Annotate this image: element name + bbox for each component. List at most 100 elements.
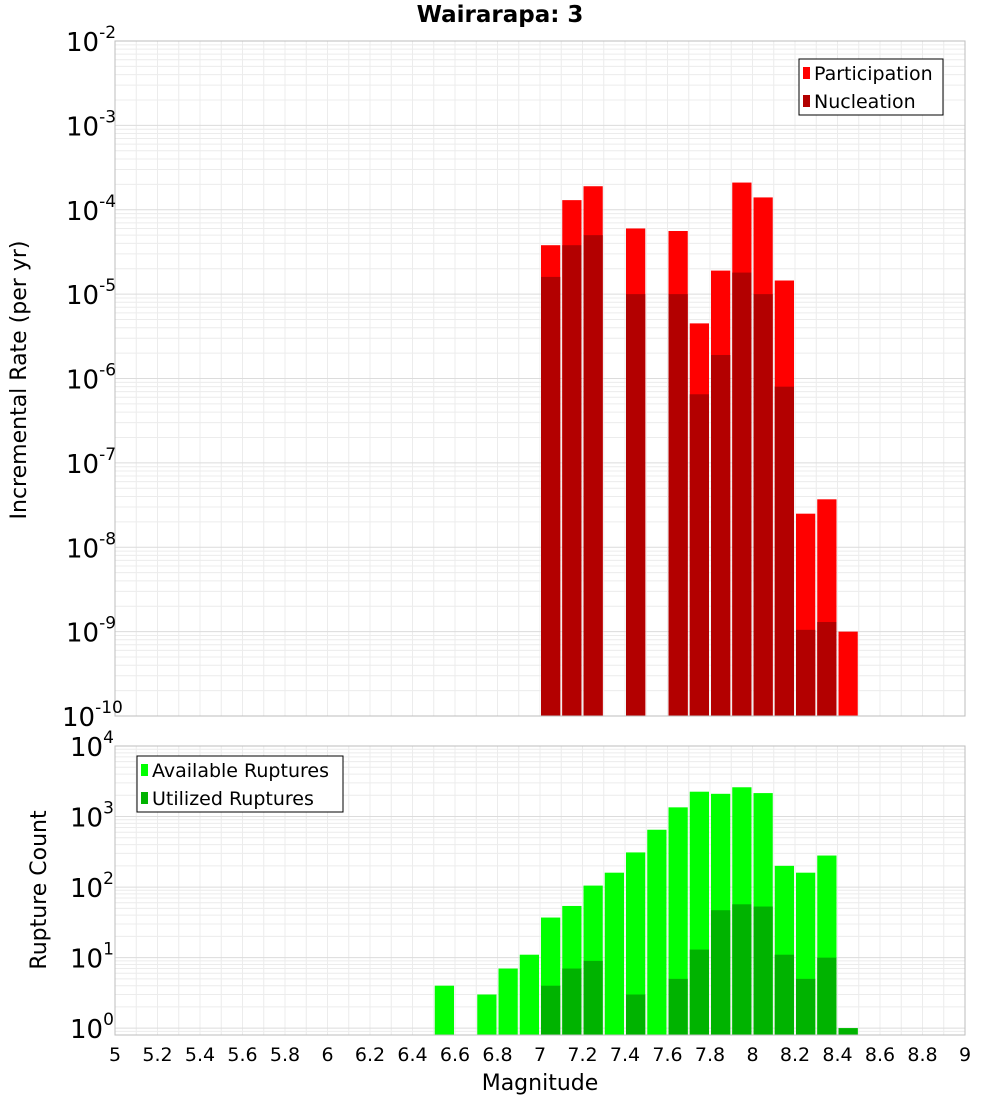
x-tick-label: 8 — [746, 1044, 758, 1066]
x-tick-label: 5 — [109, 1044, 121, 1066]
x-tick-label: 7.8 — [695, 1044, 725, 1066]
bar — [434, 985, 454, 1035]
x-tick-label: 6.2 — [355, 1044, 385, 1066]
bar — [668, 294, 688, 716]
x-tick-label: 6 — [321, 1044, 333, 1066]
bar — [604, 872, 624, 1035]
x-tick-label: 7 — [534, 1044, 546, 1066]
top-series-nucleation — [541, 235, 837, 717]
y-tick-exponent: -8 — [99, 529, 116, 549]
bar — [774, 954, 794, 1035]
x-tick-label: 8.2 — [780, 1044, 810, 1066]
bar — [732, 904, 752, 1035]
y-tick-label: 10-7 — [66, 445, 116, 480]
x-tick-label: 6.6 — [440, 1044, 470, 1066]
legend-label: Participation — [814, 63, 933, 85]
legend-swatch — [141, 792, 148, 804]
y-tick-base: 10 — [66, 197, 99, 227]
bar — [668, 978, 688, 1035]
y-tick-label: 103 — [70, 799, 114, 834]
legend-swatch — [141, 764, 148, 776]
legend-box — [798, 58, 944, 116]
bottom-legend: Available Ruptures Utilized Ruptures — [136, 755, 344, 813]
bar — [796, 629, 816, 716]
x-tick-label: 5.6 — [227, 1044, 257, 1066]
x-tick-label: 5.8 — [270, 1044, 300, 1066]
x-tick-label: 6.4 — [397, 1044, 427, 1066]
y-tick-exponent: 4 — [103, 728, 114, 748]
y-tick-label: 10-3 — [66, 107, 116, 142]
bar — [562, 245, 582, 717]
x-tick-label: 9 — [959, 1044, 971, 1066]
y-tick-exponent: -10 — [95, 698, 123, 718]
y-tick-base: 10 — [70, 804, 103, 834]
y-tick-exponent: 1 — [103, 940, 114, 960]
y-tick-exponent: 0 — [103, 1010, 114, 1030]
y-tick-label: 10-9 — [66, 614, 116, 649]
x-tick-label: 7.4 — [610, 1044, 640, 1066]
y-tick-exponent: 2 — [103, 869, 114, 889]
chart-title: Wairarapa: 3 — [417, 2, 584, 28]
bar — [817, 622, 837, 716]
y-tick-label: 10-10 — [62, 698, 123, 733]
y-tick-label: 10-5 — [66, 276, 116, 311]
y-tick-base: 10 — [70, 733, 103, 763]
legend-label: Available Ruptures — [152, 760, 329, 782]
top-grid — [114, 40, 966, 717]
x-tick-label: 7.6 — [652, 1044, 682, 1066]
legend-box — [136, 755, 344, 813]
bar — [498, 968, 518, 1035]
bar — [626, 852, 646, 1035]
y-tick-base: 10 — [66, 28, 99, 58]
y-tick-base: 10 — [70, 1015, 103, 1045]
bar — [796, 978, 816, 1035]
x-tick-label: 8.4 — [822, 1044, 852, 1066]
bar — [711, 910, 731, 1035]
y-tick-label: 10-4 — [66, 192, 116, 227]
y-tick-base: 10 — [66, 281, 99, 311]
x-tick-label: 5.4 — [185, 1044, 215, 1066]
bar — [626, 294, 646, 716]
bottom-series-utilized-ruptures — [541, 904, 858, 1035]
legend-swatch — [803, 95, 810, 107]
x-tick-label: 6.8 — [482, 1044, 512, 1066]
y-tick-label: 100 — [70, 1010, 114, 1045]
bar — [541, 985, 561, 1035]
bar — [668, 807, 688, 1035]
bar — [562, 968, 582, 1035]
bar — [626, 994, 646, 1035]
y-tick-base: 10 — [66, 450, 99, 480]
bar — [477, 994, 497, 1035]
top-plot-frame — [114, 40, 966, 717]
y-tick-label: 102 — [70, 869, 114, 904]
x-tick-label: 5.2 — [142, 1044, 172, 1066]
bar — [838, 631, 858, 716]
y-tick-base: 10 — [62, 703, 95, 733]
y-tick-exponent: 3 — [103, 799, 114, 819]
bar — [753, 906, 773, 1035]
y-tick-base: 10 — [70, 945, 103, 975]
bar — [711, 354, 731, 716]
x-tick-label: 7.2 — [567, 1044, 597, 1066]
bar — [583, 960, 603, 1035]
y-tick-label: 10-2 — [66, 23, 116, 58]
legend-swatch — [803, 67, 810, 79]
y-tick-base: 10 — [66, 112, 99, 142]
top-plot-area: 10-1010-910-810-710-610-510-410-310-2Par… — [62, 23, 966, 733]
y-tick-exponent: -4 — [99, 192, 116, 212]
y-tick-label: 10-8 — [66, 529, 116, 564]
bar — [689, 949, 709, 1035]
legend-label: Nucleation — [814, 91, 916, 113]
bar — [732, 272, 752, 716]
y-tick-label: 10-6 — [66, 361, 116, 396]
bar — [689, 394, 709, 716]
bar — [753, 294, 773, 716]
top-y-axis-label: Incremental Rate (per yr) — [7, 241, 32, 520]
x-tick-label: 8.8 — [907, 1044, 937, 1066]
bar — [519, 954, 539, 1035]
bar — [817, 957, 837, 1035]
